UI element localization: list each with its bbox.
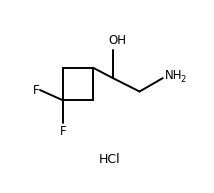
Text: F: F <box>60 125 67 138</box>
Text: OH: OH <box>108 34 126 47</box>
Text: NH: NH <box>164 69 182 82</box>
Text: 2: 2 <box>180 75 186 84</box>
Text: HCl: HCl <box>99 153 120 166</box>
Text: F: F <box>33 84 39 96</box>
